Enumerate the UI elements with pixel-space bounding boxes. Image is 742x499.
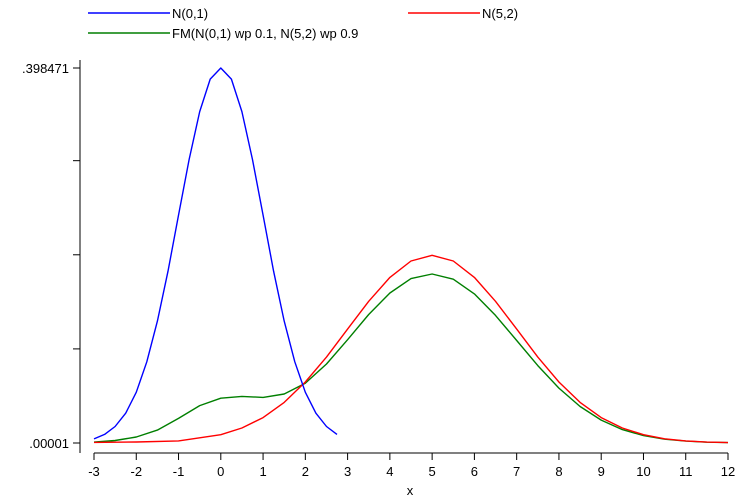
- x-tick-label: -2: [130, 464, 142, 479]
- legend: N(0,1) N(5,2) FM(N(0,1) wp 0.1, N(5,2) w…: [88, 6, 518, 41]
- series-group: [93, 67, 729, 444]
- x-tick-label: 9: [598, 464, 605, 479]
- x-tick-label: 2: [302, 464, 309, 479]
- x-tick-label: 1: [259, 464, 266, 479]
- x-tick-label: 6: [471, 464, 478, 479]
- x-tick-label: 8: [555, 464, 562, 479]
- x-tick-label: 12: [721, 464, 735, 479]
- axes: -3 -2 -1 0 1 2 3 4 5 6 7 8 9 10 11 12.398471.00001: [22, 60, 735, 479]
- x-tick-label: 7: [513, 464, 520, 479]
- legend-label-n52: N(5,2): [482, 6, 518, 21]
- x-tick-label: -3: [88, 464, 100, 479]
- x-tick-label: -1: [173, 464, 185, 479]
- x-tick-label: 5: [429, 464, 436, 479]
- legend-label-mixture: FM(N(0,1) wp 0.1, N(5,2) wp 0.9: [172, 26, 358, 41]
- y-tick-label: .00001: [29, 436, 69, 451]
- x-tick-label: 10: [636, 464, 650, 479]
- series-n52-line: [93, 254, 729, 444]
- series-mixture-line: [93, 273, 729, 444]
- x-axis-label: x: [407, 483, 414, 498]
- series-n01-line: [93, 67, 338, 440]
- y-tick-label: .398471: [22, 61, 69, 76]
- x-tick-label: 11: [679, 464, 693, 479]
- legend-label-n01: N(0,1): [172, 6, 208, 21]
- x-tick-label: 4: [386, 464, 393, 479]
- x-tick-label: 0: [217, 464, 224, 479]
- x-tick-label: 3: [344, 464, 351, 479]
